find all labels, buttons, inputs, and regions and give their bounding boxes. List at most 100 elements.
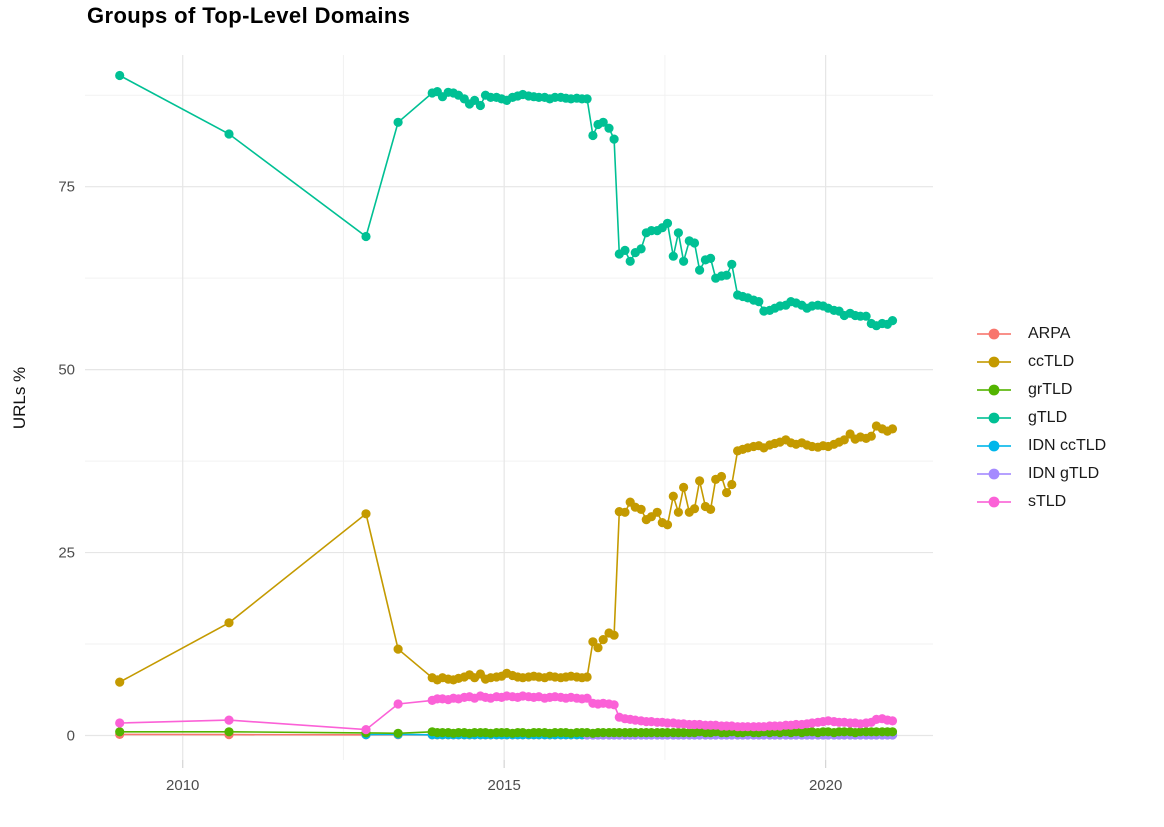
data-point (115, 718, 125, 728)
series-stld (115, 691, 898, 735)
data-point (620, 245, 630, 255)
data-point (673, 507, 684, 517)
legend-key-icon (977, 412, 1011, 424)
data-point (604, 123, 614, 133)
data-point (393, 117, 403, 127)
y-axis-tick-labels: 0 25 50 75 (58, 179, 75, 745)
legend-key-icon (977, 440, 1011, 452)
data-point (598, 117, 608, 127)
data-point (224, 715, 234, 725)
series-gtld (115, 70, 898, 331)
data-point (652, 507, 662, 517)
legend-item-arpa: ARPA (977, 320, 1106, 348)
y-tick-label: 50 (58, 362, 75, 379)
data-point (361, 231, 371, 242)
data-point (887, 424, 898, 434)
legend-key-icon (977, 496, 1011, 508)
legend-item-cctld: ccTLD (977, 348, 1106, 376)
data-point (887, 727, 898, 737)
data-point (754, 297, 764, 307)
data-point (582, 94, 592, 104)
data-point (609, 630, 619, 640)
data-point (722, 270, 732, 280)
legend-item-label: grTLD (1028, 381, 1073, 398)
data-point (689, 238, 700, 248)
x-tick-label: 2015 (487, 777, 520, 794)
data-point (662, 218, 673, 228)
chart-title: Groups of Top-Level Domains (87, 3, 411, 28)
legend-item-label: gTLD (1028, 409, 1068, 426)
data-point (361, 509, 371, 519)
legend-key-icon (977, 384, 1011, 396)
data-point (393, 728, 403, 738)
data-point (679, 256, 689, 266)
data-point (609, 134, 619, 144)
series-grtld (115, 727, 898, 738)
data-point (887, 316, 898, 326)
legend-key-icon (977, 328, 1011, 340)
data-point (727, 479, 737, 490)
data-point (722, 488, 732, 498)
data-point (115, 677, 125, 687)
y-tick-label: 0 (67, 727, 75, 744)
data-point (593, 643, 603, 653)
legend-item-label: IDN ccTLD (1028, 437, 1107, 454)
data-point (689, 504, 700, 514)
data-point (695, 476, 705, 486)
data-point (625, 256, 635, 266)
legend-item-gtld: gTLD (977, 404, 1106, 432)
data-point (668, 251, 678, 261)
legend-item-stld: sTLD (977, 488, 1106, 516)
legend-item-label: ARPA (1028, 325, 1071, 342)
data-point (706, 504, 716, 514)
data-point (695, 265, 705, 275)
data-point (609, 700, 619, 710)
data-point (706, 253, 716, 263)
legend: ARPA ccTLD grTLD gTLD IDN ccTLD IDN gTLD sTLD (977, 320, 1106, 516)
x-tick-label: 2010 (166, 777, 199, 794)
data-point (224, 727, 234, 737)
data-point (887, 716, 898, 726)
data-point (620, 507, 630, 517)
data-point (679, 482, 689, 492)
legend-item-grtld: grTLD (977, 376, 1106, 404)
series-line (119, 74, 893, 327)
y-tick-label: 25 (58, 545, 75, 562)
data-point (224, 618, 234, 628)
data-point (224, 129, 234, 139)
minor-gridlines (85, 55, 933, 760)
series-cctld (115, 421, 898, 687)
data-point (673, 228, 684, 238)
legend-item-idn-gtld: IDN gTLD (977, 460, 1106, 488)
data-point (393, 699, 403, 709)
legend-key-icon (977, 468, 1011, 480)
data-point (475, 100, 485, 111)
legend-item-label: ccTLD (1028, 353, 1075, 370)
legend-item-label: IDN gTLD (1028, 465, 1100, 482)
data-point (582, 672, 592, 682)
data-point (668, 491, 678, 501)
data-point (588, 130, 598, 141)
legend-key-icon (977, 356, 1011, 368)
data-point (393, 644, 403, 654)
data-point (115, 727, 125, 737)
data-point (716, 471, 727, 482)
data-point (636, 244, 646, 254)
data-point (662, 520, 673, 530)
legend-item-label: sTLD (1028, 493, 1067, 510)
data-point (598, 635, 608, 645)
major-gridlines (85, 55, 933, 760)
data-point (727, 259, 737, 269)
legend-item-idn-cctld: IDN ccTLD (977, 432, 1106, 460)
data-point (361, 725, 371, 735)
data-point (861, 311, 871, 321)
x-axis-tick-labels: 2010 2015 2020 (166, 760, 842, 794)
data-point (115, 70, 125, 81)
y-tick-label: 75 (58, 179, 75, 196)
data-point (839, 435, 849, 445)
data-point (636, 504, 646, 514)
data-point (866, 431, 876, 441)
x-tick-label: 2020 (809, 777, 842, 794)
